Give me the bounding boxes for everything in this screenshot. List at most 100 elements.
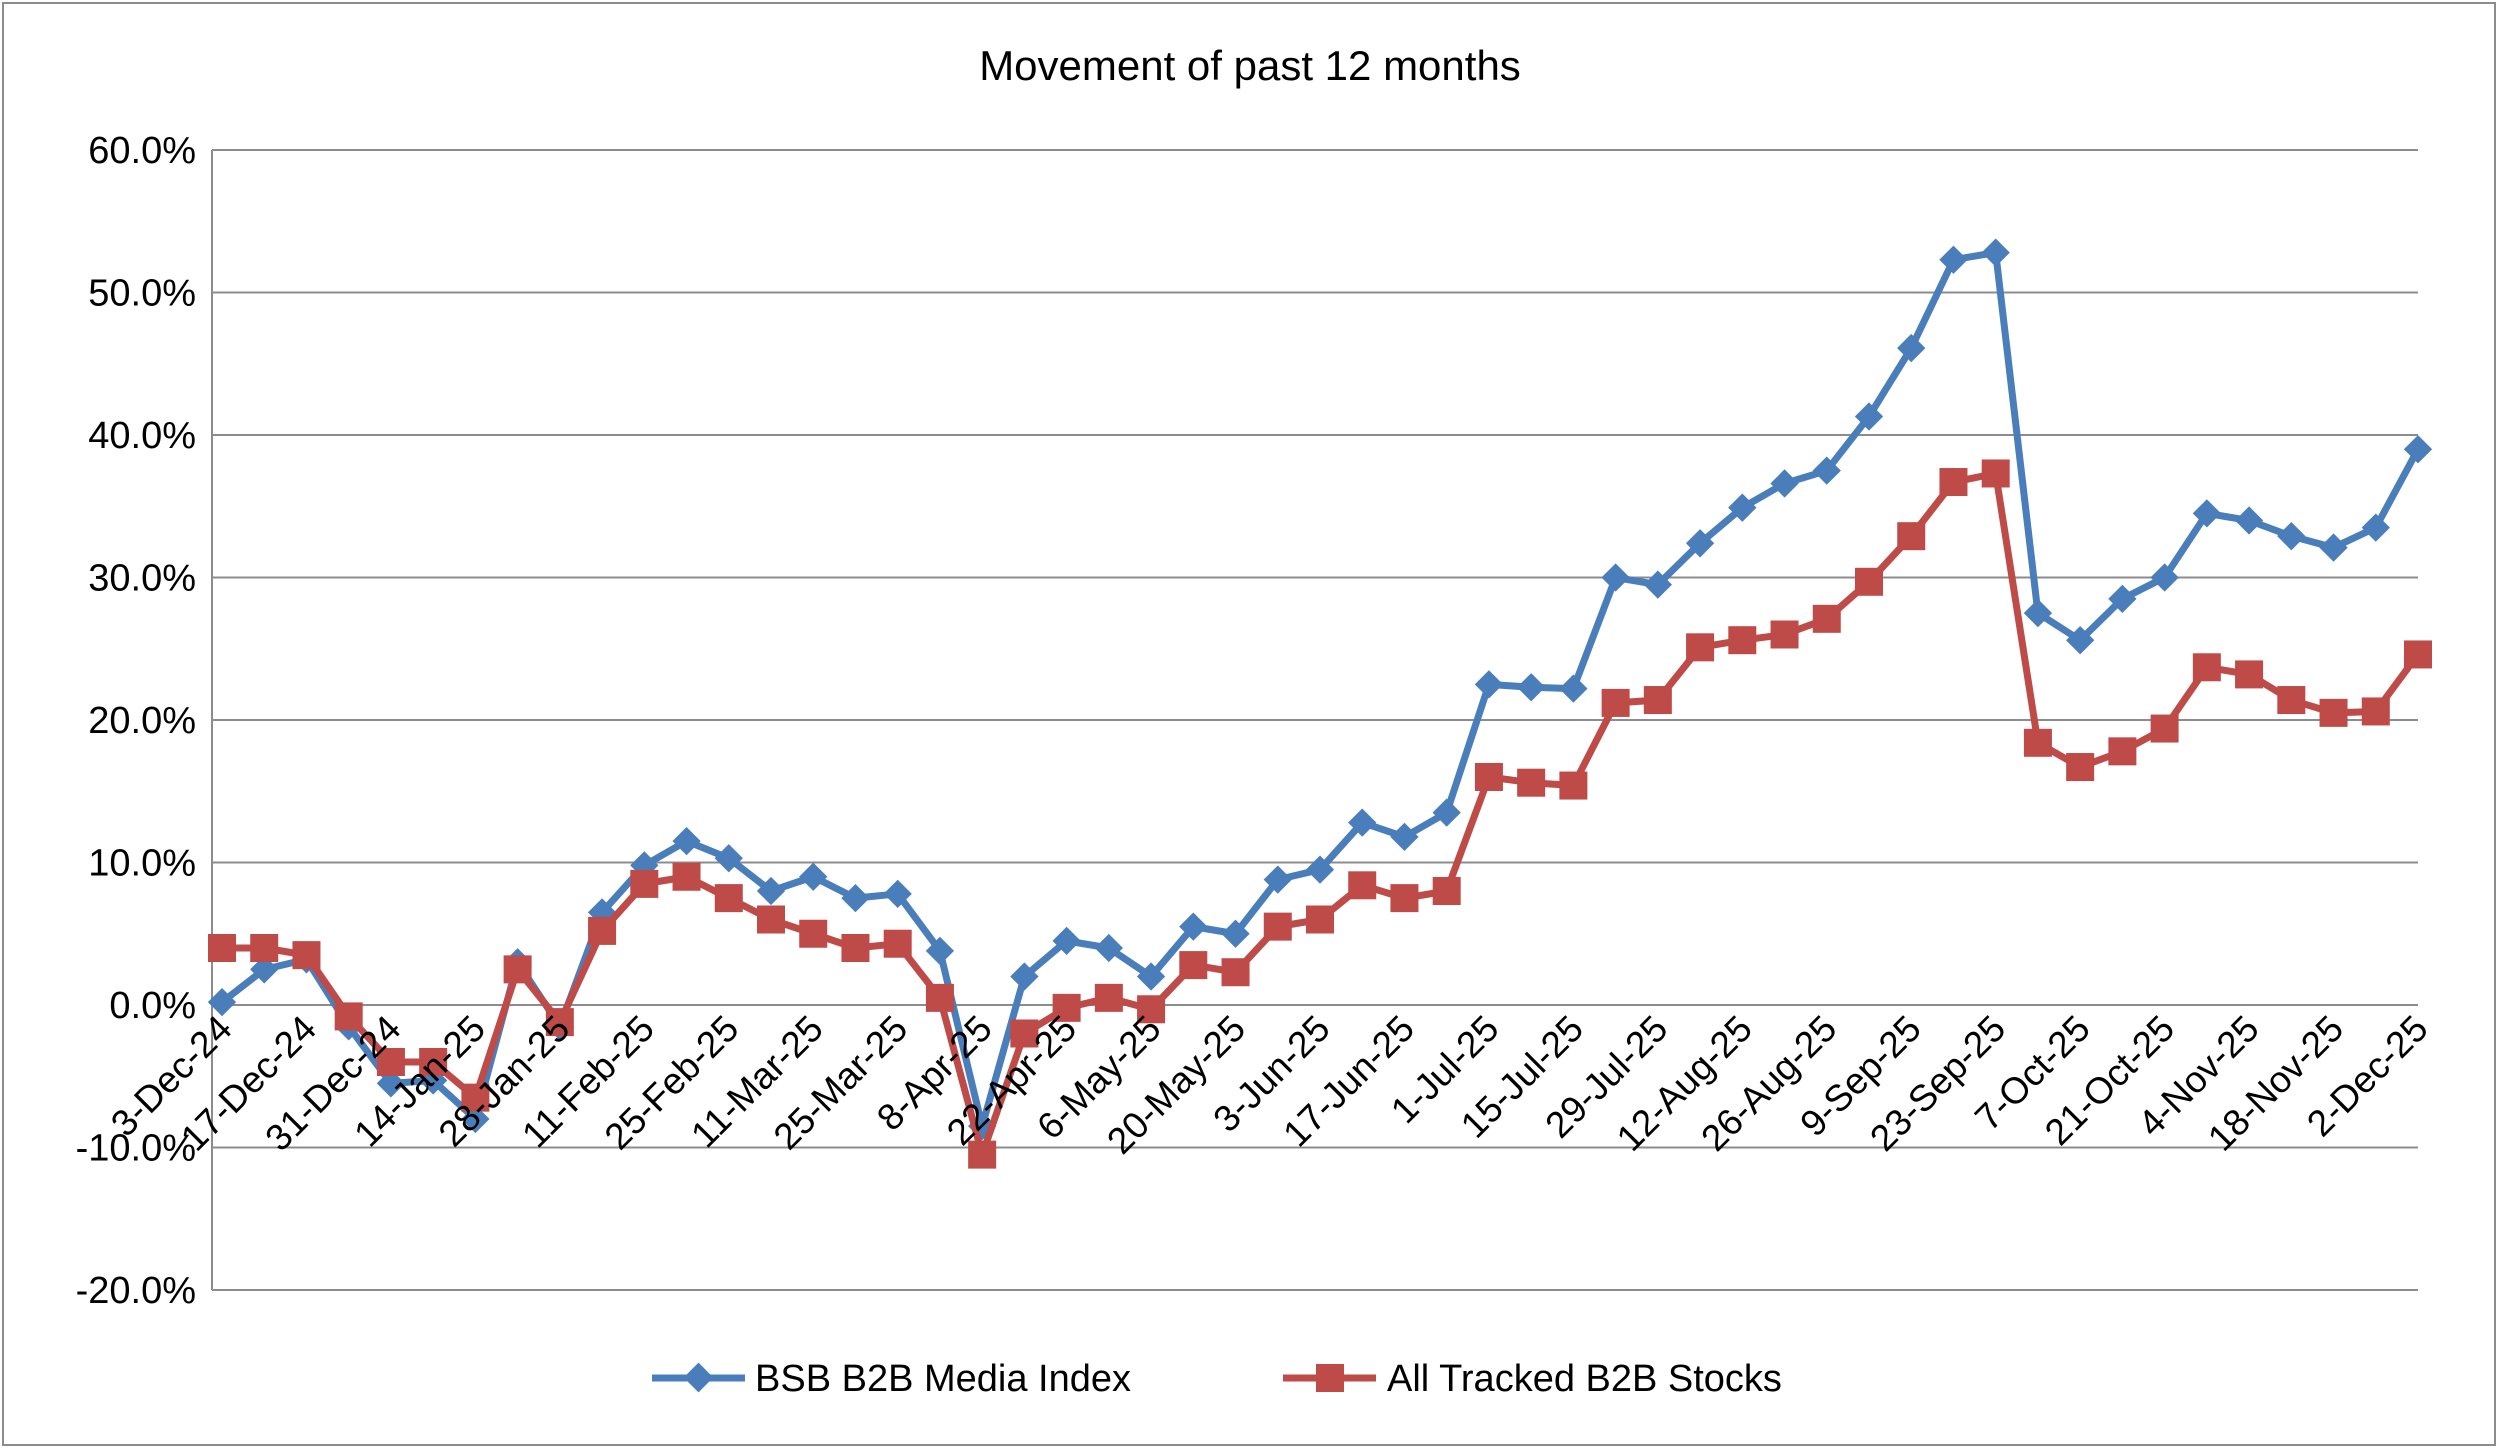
data-point xyxy=(1812,456,1841,485)
data-point xyxy=(714,844,743,873)
data-point xyxy=(1179,951,1208,980)
data-point xyxy=(2235,660,2264,689)
data-point xyxy=(2361,697,2390,726)
data-point xyxy=(207,988,237,1017)
data-point xyxy=(1221,919,1250,948)
data-point xyxy=(1432,798,1461,827)
y-tick-label: 20.0% xyxy=(88,700,196,742)
data-point xyxy=(250,934,279,962)
data-point xyxy=(2192,653,2221,682)
data-point xyxy=(2108,737,2137,766)
data-point xyxy=(1601,688,1630,717)
data-point xyxy=(1897,333,1926,363)
series-layer xyxy=(207,238,2433,1169)
data-point xyxy=(2150,714,2179,743)
data-point xyxy=(1981,238,2010,267)
data-point xyxy=(1306,905,1334,934)
data-point xyxy=(1305,855,1335,884)
data-point xyxy=(376,1048,405,1076)
legend-label-all-stocks: All Tracked B2B Stocks xyxy=(1387,1358,1782,1400)
data-point xyxy=(1137,995,1166,1024)
data-point xyxy=(208,934,236,962)
axes xyxy=(211,150,2418,1290)
data-point xyxy=(2234,506,2264,535)
data-point xyxy=(1939,245,1968,274)
data-point xyxy=(2319,533,2348,562)
series-all-stocks xyxy=(208,459,2432,1169)
data-point xyxy=(1728,626,1757,655)
data-point xyxy=(503,955,532,984)
data-point xyxy=(1981,459,2010,488)
data-point xyxy=(925,936,955,965)
data-point xyxy=(2023,598,2053,628)
data-point xyxy=(1179,912,1208,941)
data-point xyxy=(630,869,659,898)
data-point xyxy=(1010,962,1039,991)
y-tick-label: 60.0% xyxy=(88,130,196,172)
x-axis-ticks: 3-Dec-2417-Dec-2431-Dec-2414-Jan-2528-Ja… xyxy=(103,1008,2436,1162)
data-point xyxy=(1855,567,1883,596)
data-point xyxy=(2361,513,2390,542)
data-point xyxy=(1052,926,1081,956)
data-point xyxy=(1052,993,1081,1022)
data-point xyxy=(1263,865,1292,894)
data-point xyxy=(925,983,954,1012)
data-point xyxy=(1010,1019,1039,1048)
data-point xyxy=(545,1008,574,1037)
data-point xyxy=(1601,563,1630,592)
data-point xyxy=(376,1069,406,1098)
data-point xyxy=(672,826,701,856)
data-point xyxy=(2108,584,2137,614)
data-point xyxy=(1812,604,1841,633)
data-point xyxy=(1094,933,1123,963)
y-tick-label: 50.0% xyxy=(88,273,196,315)
chart-title: Movement of past 12 months xyxy=(979,42,1521,89)
y-tick-label: -10.0% xyxy=(76,1128,196,1170)
data-point xyxy=(2150,563,2179,592)
data-point xyxy=(1770,620,1799,649)
data-point xyxy=(1094,983,1123,1012)
y-tick-label: 30.0% xyxy=(88,558,196,600)
data-point xyxy=(757,905,785,934)
data-point xyxy=(1263,912,1292,941)
legend-item-all-stocks: All Tracked B2B Stocks xyxy=(1283,1358,1782,1400)
data-point xyxy=(461,1104,490,1134)
data-point xyxy=(1770,469,1799,498)
data-point xyxy=(1348,871,1377,900)
data-point xyxy=(2277,686,2306,715)
legend-swatch-index-marker xyxy=(683,1362,714,1393)
data-point xyxy=(588,916,617,945)
data-point xyxy=(2319,698,2348,727)
data-point xyxy=(419,1048,448,1076)
legend-label-index: BSB B2B Media Index xyxy=(755,1358,1131,1400)
data-point xyxy=(1939,468,1968,497)
data-point xyxy=(1897,522,1926,551)
legend-swatch-stocks-marker xyxy=(1316,1364,1344,1392)
data-point xyxy=(883,929,912,958)
data-point xyxy=(968,1140,997,1169)
data-point xyxy=(1474,763,1503,791)
y-tick-label: 0.0% xyxy=(109,985,196,1027)
data-point xyxy=(2023,728,2052,757)
y-tick-label: -20.0% xyxy=(76,1270,196,1312)
data-point xyxy=(756,876,786,906)
data-point xyxy=(1136,962,1166,991)
data-point xyxy=(1686,633,1715,662)
y-tick-label: 10.0% xyxy=(88,843,196,885)
legend-item-index: BSB B2B Media Index xyxy=(652,1358,1131,1400)
data-point xyxy=(1643,686,1672,715)
data-point xyxy=(1390,822,1419,851)
data-point xyxy=(2066,626,2095,655)
data-point xyxy=(672,862,701,891)
data-point xyxy=(2192,499,2221,528)
data-point xyxy=(250,955,279,984)
data-point xyxy=(1474,670,1504,699)
data-point xyxy=(334,1002,363,1031)
y-axis-ticks: -20.0% -10.0% 0.0% 10.0% 20.0% 30.0% 40.0% 50.0… xyxy=(76,130,196,1312)
data-point xyxy=(461,1083,490,1112)
data-point xyxy=(1348,808,1377,837)
data-point xyxy=(841,934,870,962)
data-point xyxy=(883,879,912,908)
